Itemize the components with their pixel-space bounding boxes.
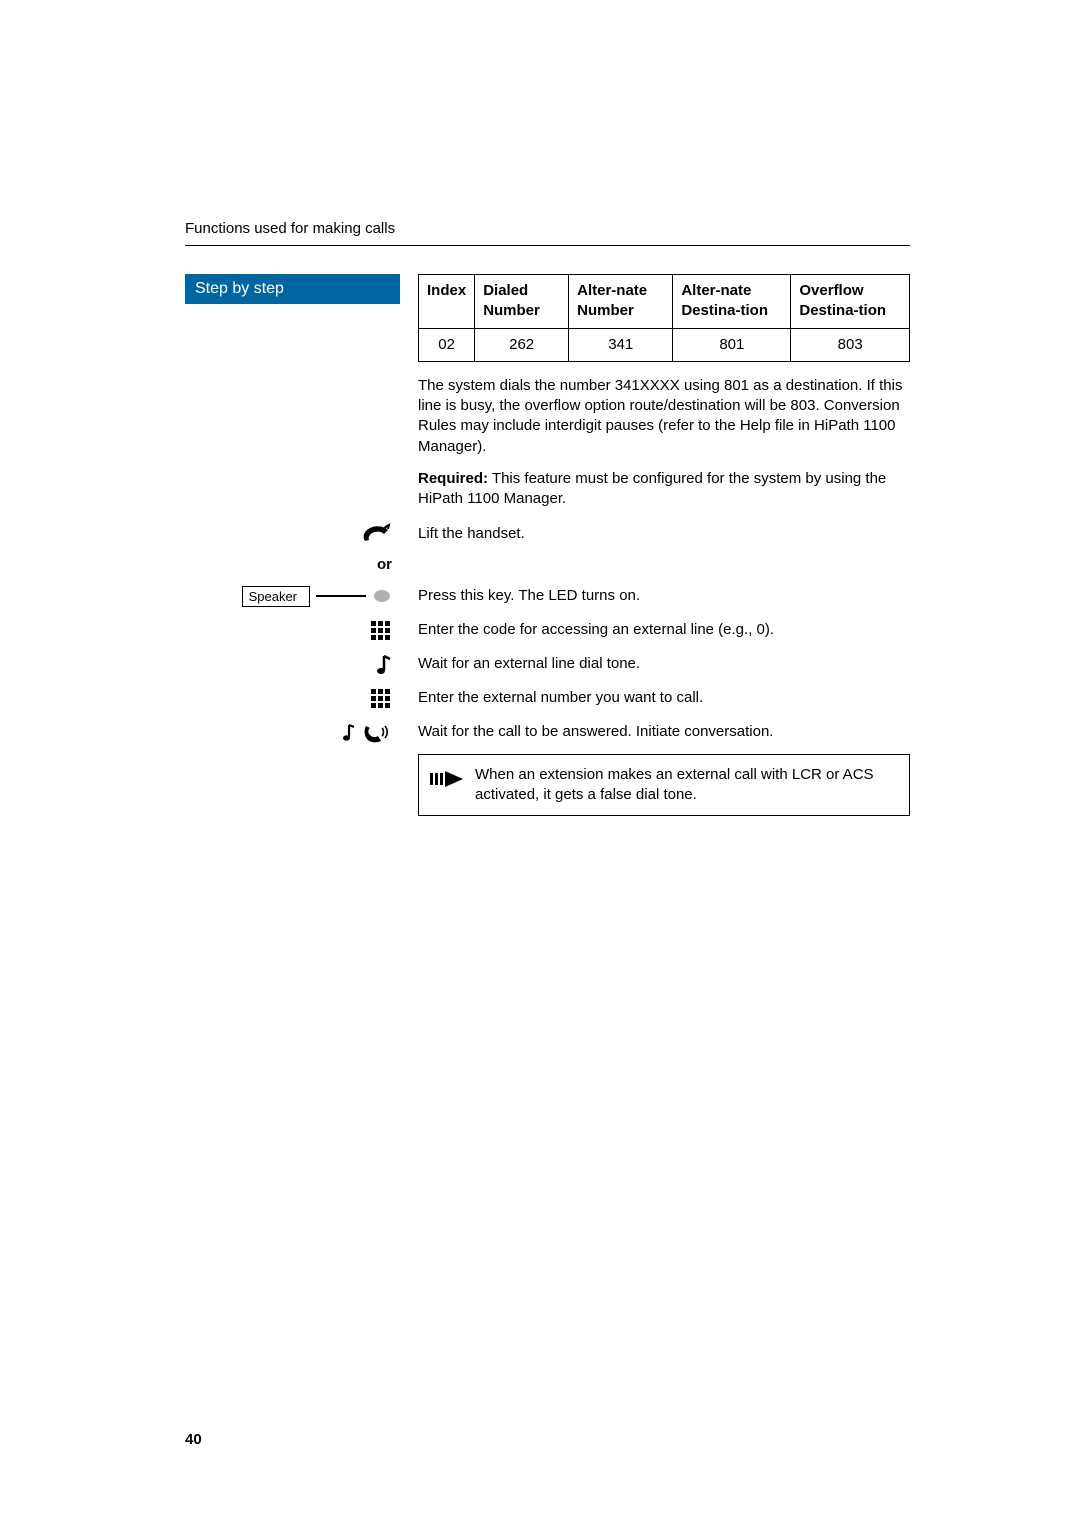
running-header: Functions used for making calls — [185, 220, 910, 237]
step-text: Lift the handset. — [400, 524, 910, 544]
header-rule — [185, 245, 910, 246]
step-text: Wait for the call to be answered. Initia… — [400, 722, 910, 742]
page: Functions used for making calls Step by … — [0, 0, 1080, 1528]
key-connector-line — [316, 595, 366, 597]
led-off-icon — [372, 586, 392, 606]
sidebar-title: Step by step — [185, 274, 400, 304]
page-number: 40 — [185, 1431, 202, 1448]
system-description: The system dials the number 341XXXX usin… — [418, 376, 910, 457]
note-text: When an extension makes an external call… — [475, 766, 874, 803]
keypad-icon — [370, 688, 392, 710]
keypad-icon — [370, 620, 392, 642]
table-row: 02 262 341 801 803 — [419, 328, 910, 361]
step-icons — [185, 620, 400, 642]
handset-lift-icon — [362, 523, 392, 545]
dialtone-icon — [340, 723, 356, 743]
main-layout: Step by step Index Dialed Number Alter-n… — [185, 274, 910, 816]
step-text: Wait for an external line dial tone. — [400, 654, 910, 674]
step-text: Enter the code for accessing an external… — [400, 620, 910, 640]
th-index: Index — [419, 275, 475, 329]
required-paragraph: Required: This feature must be configure… — [418, 469, 910, 510]
dialtone-icon — [374, 654, 392, 676]
step-lift-handset: Lift the handset. — [418, 521, 910, 547]
step-icons — [185, 688, 400, 710]
th-dialed: Dialed Number — [475, 275, 569, 329]
step-text: Press this key. The LED turns on. — [400, 586, 910, 606]
step-text: Enter the external number you want to ca… — [400, 688, 910, 708]
th-overflow: Overflow Destina-tion — [791, 275, 910, 329]
step-speaker-key: Speaker Press this key. The LED turns on… — [418, 584, 910, 610]
step-wait-answer: Wait for the call to be answered. Initia… — [418, 720, 910, 746]
table-header-row: Index Dialed Number Alter-nate Number Al… — [419, 275, 910, 329]
speaker-key-label: Speaker — [242, 586, 310, 608]
td-index: 02 — [419, 328, 475, 361]
step-icons — [185, 523, 400, 545]
step-wait-dialtone: Wait for an external line dial tone. — [418, 652, 910, 678]
step-icons: Speaker — [185, 586, 400, 608]
required-rest: This feature must be configured for the … — [418, 470, 886, 507]
handset-talk-icon — [362, 722, 392, 744]
step-enter-external: Enter the external number you want to ca… — [418, 686, 910, 712]
required-label: Required: — [418, 470, 488, 487]
td-overflow: 803 — [791, 328, 910, 361]
step-icons — [185, 722, 400, 744]
note-icon — [429, 767, 465, 791]
or-label: or — [185, 555, 400, 575]
step-enter-code: Enter the code for accessing an external… — [418, 618, 910, 644]
th-alt-number: Alter-nate Number — [569, 275, 673, 329]
td-dialed: 262 — [475, 328, 569, 361]
routing-table: Index Dialed Number Alter-nate Number Al… — [418, 274, 910, 362]
note-box: When an extension makes an external call… — [418, 754, 910, 817]
td-alt-dest: 801 — [673, 328, 791, 361]
step-icons — [185, 654, 400, 676]
th-alt-dest: Alter-nate Destina-tion — [673, 275, 791, 329]
td-alt-number: 341 — [569, 328, 673, 361]
content-column: Index Dialed Number Alter-nate Number Al… — [400, 274, 910, 816]
